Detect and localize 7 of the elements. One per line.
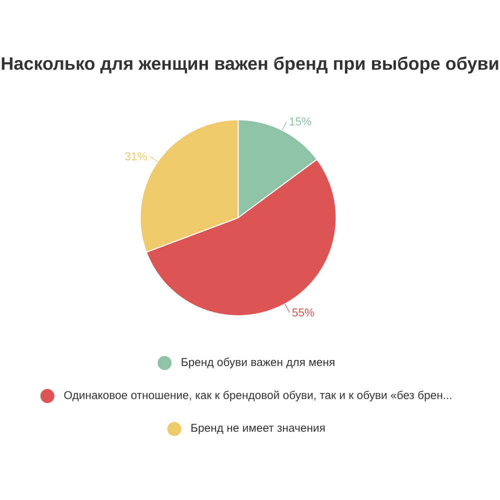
data-label: 31%	[125, 152, 147, 160]
legend-label: Бренд не имеет значения	[191, 424, 325, 434]
legend-label: Одинаковое отношение, как к брендовой обуви, так и к обуви «без брен...	[64, 390, 452, 402]
legend-label: Бренд обуви важен для меня	[182, 358, 334, 368]
chart-title: Насколько для женщин важен бренд при выборе обуви	[2, 56, 498, 74]
data-label: 55%	[292, 308, 314, 316]
data-label: 15%	[290, 117, 312, 126]
